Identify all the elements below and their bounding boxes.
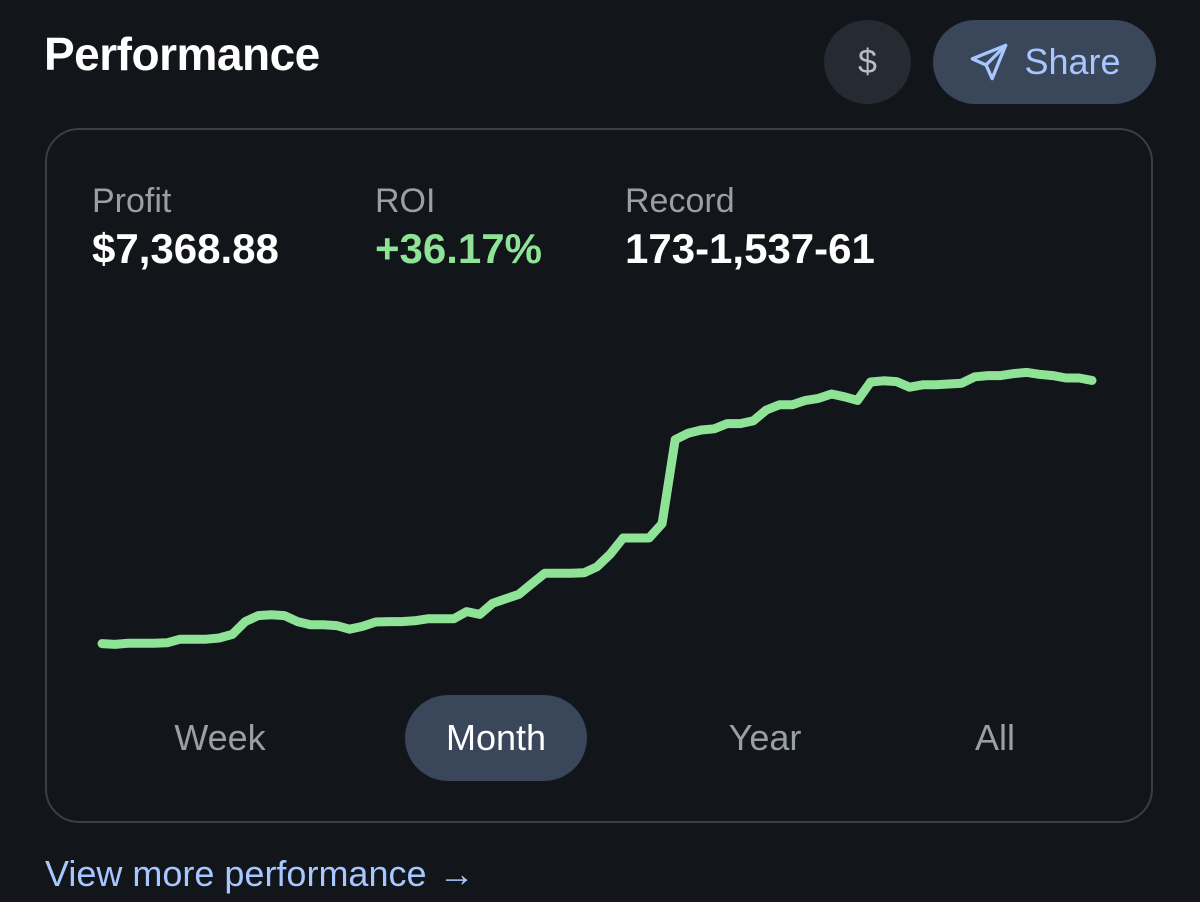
roi-stat: ROI +36.17% (375, 180, 542, 274)
profit-value: $7,368.88 (92, 225, 279, 272)
page-title: Performance (44, 28, 320, 80)
view-more-performance-link[interactable]: View more performance → (45, 850, 475, 898)
record-stat: Record 173-1,537-61 (625, 180, 875, 274)
arrow-right-icon: → (438, 853, 475, 894)
roi-label: ROI (375, 182, 436, 220)
view-more-label: View more performance (45, 853, 427, 894)
roi-value: +36.17% (375, 225, 542, 272)
currency-toggle-button[interactable]: $ (824, 20, 911, 104)
send-icon (968, 41, 1010, 83)
range-selector: Week Month Year All (47, 695, 1155, 781)
record-label: Record (625, 182, 735, 220)
profit-series-line (97, 367, 1097, 649)
tab-week[interactable]: Week (174, 717, 266, 758)
tab-all[interactable]: All (974, 717, 1015, 758)
dollar-icon: $ (858, 42, 877, 81)
tab-month[interactable]: Month (405, 695, 587, 781)
performance-card: Profit $7,368.88 ROI +36.17% Record 173-… (45, 128, 1153, 823)
tab-year[interactable]: Year (728, 717, 802, 758)
profit-stat: Profit $7,368.88 (92, 180, 279, 274)
profit-label: Profit (92, 182, 172, 220)
share-button[interactable]: Share (933, 20, 1156, 104)
share-label: Share (1024, 41, 1121, 82)
record-value: 173-1,537-61 (625, 225, 875, 272)
